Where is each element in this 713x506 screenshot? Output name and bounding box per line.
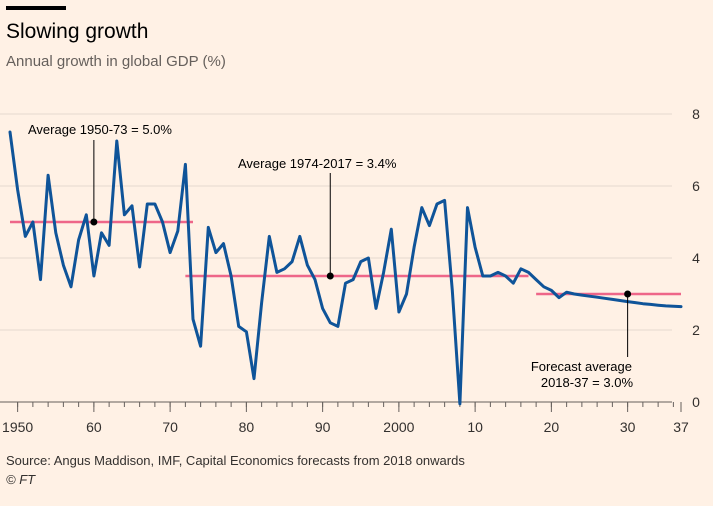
x-tick-label: 37: [673, 419, 689, 435]
x-axis: 1950 60 70 80 90 2000 10 20 30 37: [0, 401, 689, 435]
x-tick-label: 70: [162, 419, 178, 435]
y-tick-label: 6: [692, 178, 700, 194]
y-axis: 0 2 4 6 8: [692, 106, 700, 410]
gdp-growth-line: [8, 130, 683, 406]
y-tick-label: 4: [692, 250, 700, 266]
y-tick-label: 0: [692, 394, 700, 410]
series-lines: [8, 130, 683, 406]
x-tick-label: 90: [315, 419, 331, 435]
x-tick-label: 30: [620, 419, 636, 435]
brand-bar: [6, 6, 66, 10]
x-tick-label: 2000: [383, 419, 414, 435]
annotation-dot: [624, 290, 632, 298]
x-tick-label: 1950: [2, 419, 33, 435]
annotation-label: 2018-37 = 3.0%: [541, 375, 634, 390]
chart-subtitle: Annual growth in global GDP (%): [6, 53, 226, 70]
chart-title: Slowing growth: [6, 20, 149, 43]
annotation-label: Forecast average: [531, 359, 632, 374]
annotation-label: Average 1950-73 = 5.0%: [28, 122, 172, 137]
x-tick-label: 80: [239, 419, 255, 435]
x-tick-label: 60: [86, 419, 102, 435]
annotation-dot: [90, 218, 98, 226]
credit-note: © FT: [6, 472, 36, 487]
x-tick-label: 20: [544, 419, 560, 435]
annotation-dot: [326, 272, 334, 280]
y-tick-label: 8: [692, 106, 700, 122]
annotation-label: Average 1974-2017 = 3.4%: [238, 156, 397, 171]
annotations: Average 1950-73 = 5.0% Average 1974-2017 …: [28, 122, 633, 390]
source-note: Source: Angus Maddison, IMF, Capital Eco…: [6, 453, 465, 468]
x-tick-label: 10: [467, 419, 483, 435]
y-tick-label: 2: [692, 322, 700, 338]
